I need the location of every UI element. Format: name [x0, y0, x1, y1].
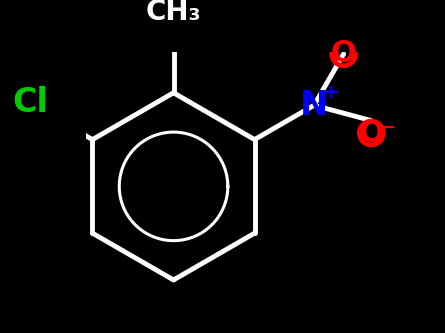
- Text: O: O: [331, 39, 356, 68]
- Text: CH₃: CH₃: [146, 0, 201, 26]
- Text: +: +: [323, 83, 340, 102]
- Text: −: −: [380, 118, 396, 137]
- Text: O: O: [358, 119, 384, 148]
- Text: Cl: Cl: [12, 86, 48, 119]
- Text: N: N: [300, 89, 328, 122]
